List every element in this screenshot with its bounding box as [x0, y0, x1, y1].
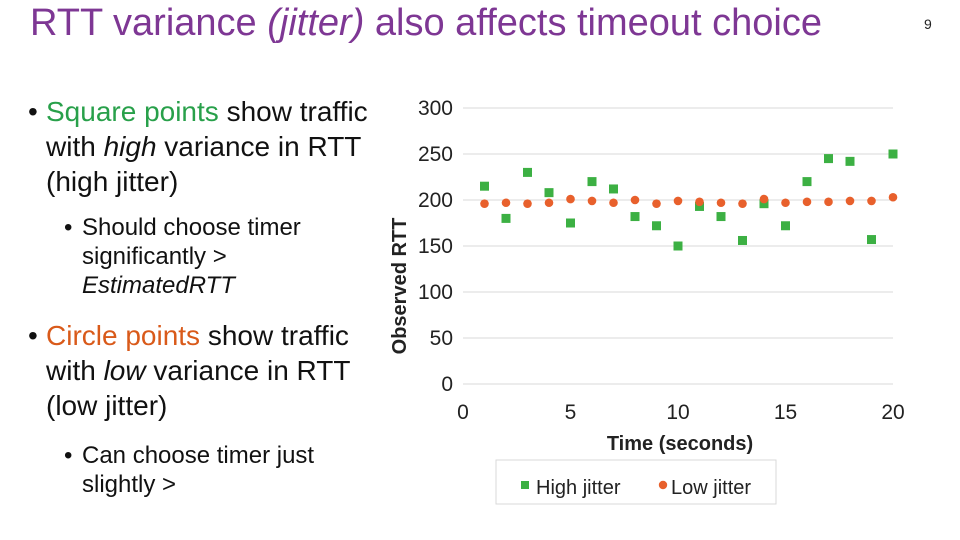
- low-jitter-point-12: [716, 198, 726, 208]
- bullet-circle-points: Circle points show traffic with low vari…: [28, 318, 368, 423]
- low-jitter-point-9: [652, 199, 661, 208]
- high-jitter-point-12: [716, 212, 726, 222]
- high-jitter-point-11: [695, 201, 704, 211]
- legend-label-low-jitter: Low jitter: [671, 477, 751, 499]
- x-tick-labels: 0 5 10 15 20: [457, 401, 905, 424]
- x-tick-label-0: 0: [457, 401, 469, 424]
- low-jitter-point-6: [587, 196, 597, 206]
- low-jitter-point-8: [630, 195, 640, 205]
- low-jitter-point-17: [824, 197, 833, 207]
- x-tick-label-5: 5: [565, 401, 577, 424]
- high-jitter-point-16: [802, 177, 812, 187]
- low-jitter-point-7: [609, 198, 618, 208]
- y-tick-label-300: 300: [418, 97, 453, 120]
- low-jitter-point-13: [738, 199, 747, 208]
- low-jitter-point-5: [566, 194, 575, 204]
- low-jitter-point-3: [523, 199, 532, 208]
- high-jitter-point-14: [759, 199, 769, 209]
- rtt-scatter-chart: 0 50 100 150 200 250 300 0 5 10 15 20 Observed RTT…: [380, 90, 920, 510]
- x-axis-title: Time (seconds): [607, 433, 753, 455]
- legend-square-icon: [521, 481, 529, 489]
- y-tick-label-100: 100: [418, 281, 453, 304]
- high-jitter-point-7: [609, 184, 618, 194]
- low-jitter-point-18: [845, 196, 855, 206]
- slide-number: 9: [924, 16, 932, 32]
- low-jitter-point-19: [867, 196, 876, 206]
- y-tick-label-250: 250: [418, 143, 453, 166]
- y-tick-label-200: 200: [418, 189, 453, 212]
- sub-bullet-square: Should choose timer significantly > Esti…: [64, 213, 368, 300]
- y-axis-title: Observed RTT: [389, 218, 411, 355]
- x-tick-label-15: 15: [774, 401, 797, 424]
- high-jitter-point-8: [630, 212, 640, 222]
- high-jitter-point-20: [888, 149, 898, 159]
- high-jitter-point-10: [673, 241, 683, 251]
- high-jitter-point-15: [781, 221, 790, 231]
- legend-circle-icon: [658, 480, 668, 490]
- y-tick-label-50: 50: [430, 327, 453, 350]
- low-jitter-point-4: [544, 198, 554, 208]
- high-jitter-point-3: [523, 167, 532, 177]
- high-jitter-point-9: [652, 221, 661, 231]
- high-jitter-point-4: [544, 188, 554, 198]
- chart-svg: 0 50 100 150 200 250 300 0 5 10 15 20 Observed RTT…: [389, 97, 905, 505]
- legend-box: [495, 459, 777, 505]
- high-jitter-point-13: [738, 235, 747, 245]
- x-tick-label-10: 10: [666, 401, 689, 424]
- high-jitter-point-6: [587, 177, 597, 187]
- y-tick-label-150: 150: [418, 235, 453, 258]
- sub-bullet-circle: Can choose timer just slightly >: [64, 441, 368, 499]
- y-tick-label-0: 0: [441, 373, 453, 396]
- high-jitter-point-18: [845, 156, 855, 166]
- low-jitter-point-15: [781, 198, 790, 208]
- low-jitter-point-20: [888, 192, 898, 202]
- high-jitter-point-1: [480, 181, 489, 191]
- bullet-square-points: Square points show traffic with high var…: [28, 94, 368, 199]
- y-tick-labels: 0 50 100 150 200 250 300: [418, 97, 453, 396]
- x-tick-label-20: 20: [881, 401, 904, 424]
- low-jitter-point-11: [695, 197, 704, 207]
- high-jitter-point-2: [501, 213, 511, 223]
- low-jitter-point-14: [759, 194, 769, 204]
- low-jitter-point-16: [802, 197, 812, 207]
- low-jitter-point-2: [501, 198, 511, 208]
- slide-title: RTT variance (jitter) also affects timeo…: [30, 2, 823, 44]
- chart-legend: High jitter Low jitter: [495, 459, 777, 505]
- high-jitter-point-19: [867, 235, 876, 245]
- low-jitter-point-10: [673, 196, 683, 206]
- bullet-list: Square points show traffic with high var…: [28, 94, 368, 499]
- high-jitter-point-5: [566, 218, 575, 228]
- chart-points: [480, 149, 898, 251]
- low-jitter-point-1: [480, 199, 489, 208]
- legend-label-high-jitter: High jitter: [536, 477, 621, 499]
- high-jitter-point-17: [824, 154, 833, 164]
